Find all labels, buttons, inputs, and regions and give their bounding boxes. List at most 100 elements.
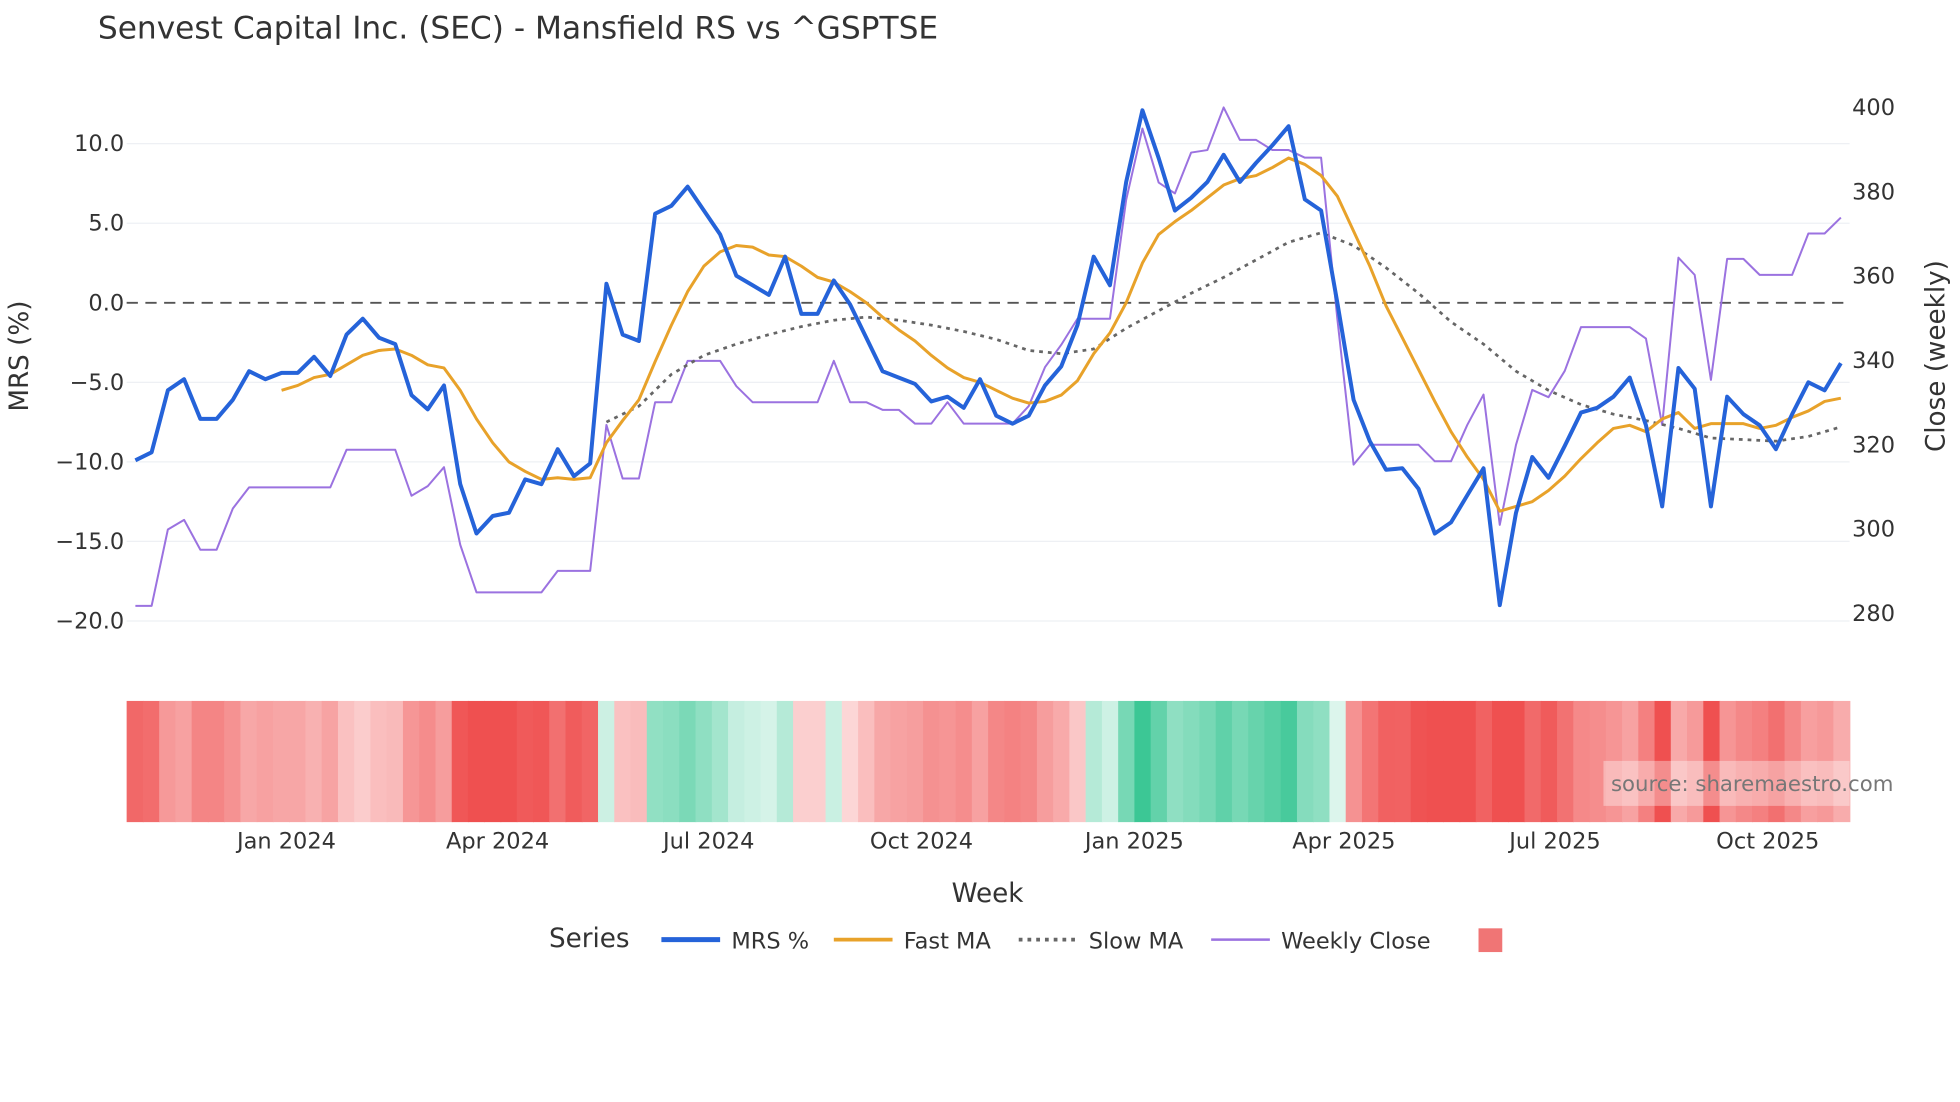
heatmap-cell [1134, 700, 1152, 823]
x-axis-ticks: Jan 2024 Apr 2024 Jul 2024 Oct 2024 Jan 2025… [235, 828, 1819, 854]
y-tick-label: −15.0 [55, 529, 124, 555]
heatmap-cell [1654, 700, 1672, 823]
gridlines [126, 143, 1850, 622]
heatmap-cell [1085, 700, 1103, 823]
heatmap-cell [1605, 700, 1623, 823]
heatmap-cell [841, 700, 859, 823]
y2-tick-label: 320 [1852, 432, 1895, 458]
heatmap-cell [614, 700, 632, 823]
y2-tick-label: 340 [1852, 348, 1895, 374]
heatmap-cell [289, 700, 307, 823]
legend-heatmap-swatch [1478, 928, 1503, 953]
heatmap-cell [1329, 700, 1347, 823]
heatmap-cell [1703, 700, 1721, 823]
heatmap-cell [159, 700, 177, 823]
heatmap-cell [1394, 700, 1412, 823]
heatmap-cell [1069, 700, 1087, 823]
heatmap-cell [663, 700, 681, 823]
heatmap-cell [988, 700, 1006, 823]
heatmap-cell [435, 700, 453, 823]
heatmap-cell [451, 700, 469, 823]
heatmap-cell [1784, 700, 1802, 823]
heatmap-cell [923, 700, 941, 823]
heatmap-cell [1735, 700, 1753, 823]
heatmap-cell [1101, 700, 1119, 823]
source-note-bg [1603, 760, 1850, 806]
heatmap-cell [256, 700, 274, 823]
legend-label: Slow MA [1089, 928, 1184, 954]
y-tick-label: 10.0 [74, 131, 124, 157]
legend: Series MRS % Fast MA Slow MA Weekly Close [549, 924, 1503, 954]
heatmap-cell [1752, 700, 1770, 823]
heatmap-cell [272, 700, 290, 823]
y2-tick-label: 300 [1852, 517, 1895, 543]
heatmap-cell [1248, 700, 1266, 823]
heatmap-cell [207, 700, 225, 823]
y2-tick-label: 280 [1852, 601, 1895, 627]
heatmap-cell [1020, 700, 1038, 823]
x-tick-label: Jul 2025 [1507, 828, 1600, 854]
heatmap-cell [1166, 700, 1184, 823]
heatmap-cell [1361, 700, 1379, 823]
x-tick-label: Oct 2024 [870, 828, 973, 854]
right-axis-ticks: 400 380 360 340 320 300 280 [1852, 95, 1895, 627]
heatmap-cell [809, 700, 827, 823]
heatmap-cell [1036, 700, 1054, 823]
heatmap-cell [1622, 700, 1640, 823]
heatmap-cell [874, 700, 892, 823]
legend-label: Fast MA [904, 928, 992, 954]
heatmap-cell [679, 700, 697, 823]
heatmap-cell [581, 700, 599, 823]
heatmap-cell [1670, 700, 1688, 823]
heatmap-cell [776, 700, 794, 823]
left-axis-ticks: 10.0 5.0 0.0 −5.0 −10.0 −15.0 −20.0 [55, 131, 124, 634]
heatmap-cell [516, 700, 534, 823]
heatmap-cell [971, 700, 989, 823]
heatmap-cell [1264, 700, 1282, 823]
heatmap-cell [1231, 700, 1249, 823]
heatmap-cell [1378, 700, 1396, 823]
heatmap-cell [1817, 700, 1835, 823]
y2-axis-label: Close (weekly) [1922, 260, 1952, 452]
heatmap-cell [1687, 700, 1705, 823]
heatmap-cell [1557, 700, 1575, 823]
heatmap-cell [402, 700, 420, 823]
heatmap-cell [419, 700, 437, 823]
heatmap-cell [760, 700, 778, 823]
heatmap-cell [939, 700, 957, 823]
heatmap-cell [1589, 700, 1607, 823]
heatmap-cell [858, 700, 876, 823]
heatmap-cell [955, 700, 973, 823]
heatmap-cell [484, 700, 502, 823]
heatmap-cell [1573, 700, 1591, 823]
heatmap-cell [1199, 700, 1217, 823]
y2-tick-label: 360 [1852, 264, 1895, 290]
heatmap-cell [467, 700, 485, 823]
heatmap-cell [711, 700, 729, 823]
heatmap-cell [646, 700, 664, 823]
heatmap-cell [337, 700, 355, 823]
legend-label: Weekly Close [1281, 928, 1430, 954]
heatmap-cell [1719, 700, 1737, 823]
heatmap-cell [191, 700, 209, 823]
heatmap-cell [1150, 700, 1168, 823]
heatmap-cell [825, 700, 843, 823]
x-axis-label: Week [952, 879, 1025, 909]
heatmap-cell [1345, 700, 1363, 823]
heatmap-cell [1443, 700, 1461, 823]
heatmap-cell [906, 700, 924, 823]
heatmap-cell [1475, 700, 1493, 823]
heatmap-cell [1296, 700, 1314, 823]
heatmap-cell [549, 700, 567, 823]
chart-title: Senvest Capital Inc. (SEC) - Mansfield R… [98, 11, 938, 47]
heatmap-cell [565, 700, 583, 823]
heatmap-cell [1313, 700, 1331, 823]
heatmap-cell [1426, 700, 1444, 823]
heatmap-cell [1508, 700, 1526, 823]
heatmap-cell [1492, 700, 1510, 823]
x-tick-label: Oct 2025 [1716, 828, 1819, 854]
heatmap-cell [1768, 700, 1786, 823]
heatmap-cell [695, 700, 713, 823]
heatmap-cell [1638, 700, 1656, 823]
x-tick-label: Apr 2025 [1292, 828, 1395, 854]
